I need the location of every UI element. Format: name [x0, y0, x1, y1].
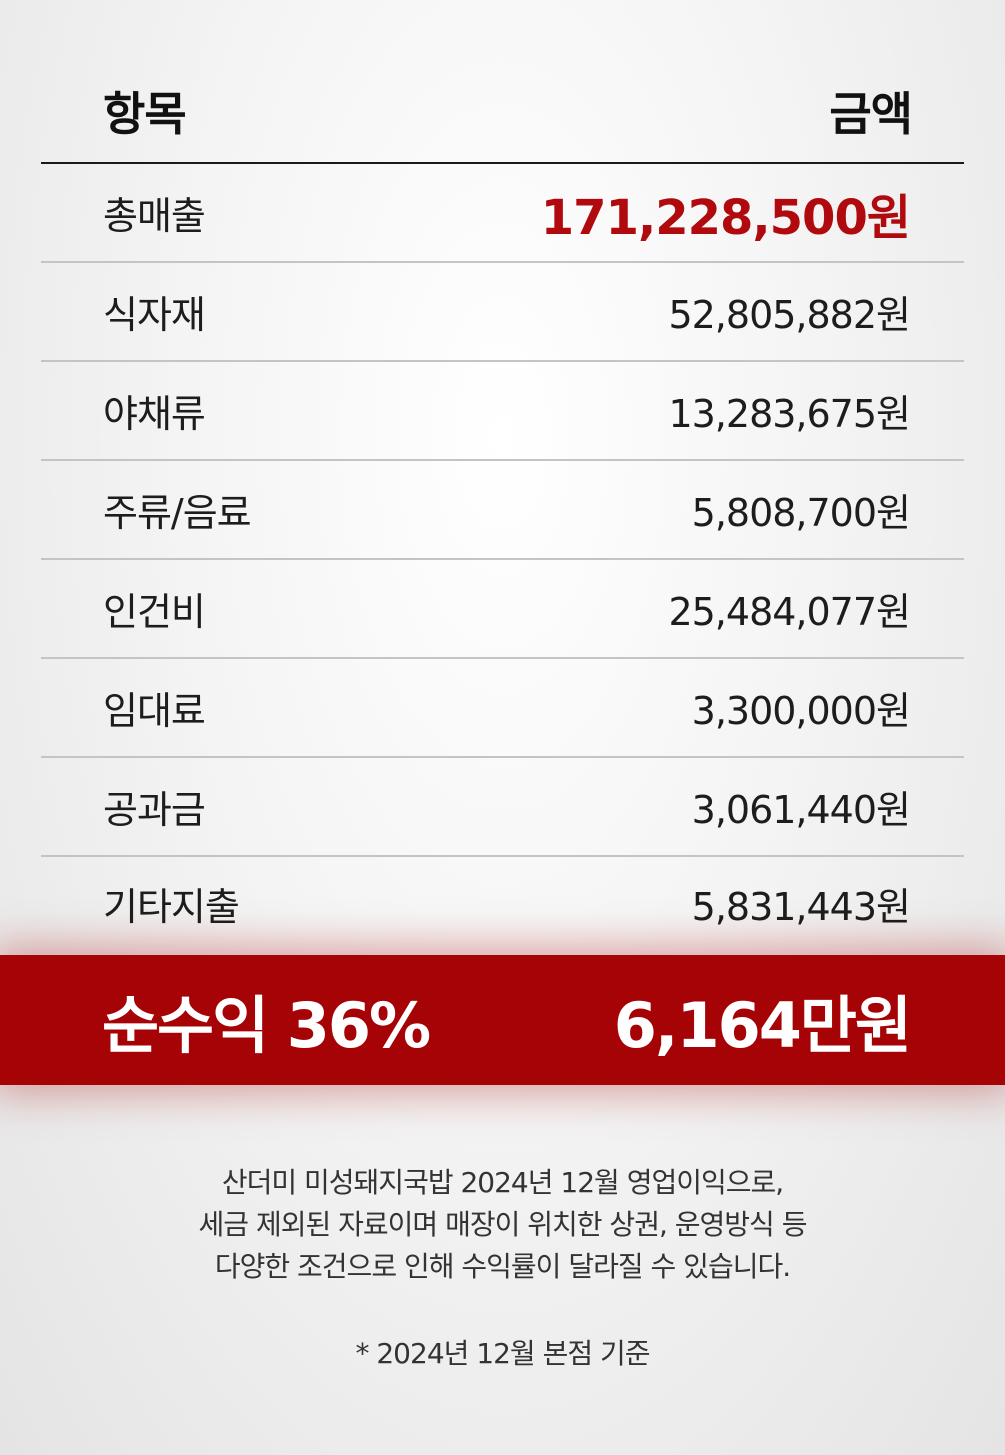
row-label: 인건비	[103, 590, 206, 634]
row-amount: 3,300,000원	[691, 689, 911, 733]
header-item: 항목	[103, 87, 187, 141]
row-label: 기타지출	[103, 884, 240, 929]
row-amount: 25,484,077원	[668, 590, 911, 634]
note-line: 다양한 조건으로 인해 수익률이 달라질 수 있습니다.	[214, 1250, 791, 1283]
table-header: 항목 금액	[41, 60, 964, 164]
table-row: 야채류 13,283,675원	[41, 362, 964, 461]
table-row: 식자재 52,805,882원	[41, 263, 964, 362]
row-amount: 3,061,440원	[691, 788, 911, 832]
table-row: 임대료 3,300,000원	[41, 659, 964, 758]
note-line: 세금 제외된 자료이며 매장이 위치한 상권, 운영방식 등	[198, 1208, 808, 1241]
net-profit-banner: 순수익 36% 6,164만원	[0, 955, 1005, 1085]
header-amount: 금액	[829, 87, 913, 141]
row-amount: 13,283,675원	[668, 392, 911, 436]
table-row: 공과금 3,061,440원	[41, 758, 964, 857]
net-profit-label: 순수익 36%	[102, 989, 431, 1062]
row-label: 공과금	[103, 788, 206, 832]
note-line: 산더미 미성돼지국밥 2024년 12월 영업이익으로,	[221, 1166, 784, 1199]
row-label: 임대료	[103, 689, 206, 733]
disclaimer-note: 산더미 미성돼지국밥 2024년 12월 영업이익으로, 세금 제외된 자료이며…	[0, 1162, 1005, 1288]
row-amount: 5,831,443원	[691, 884, 911, 929]
row-label: 총매출	[103, 194, 206, 238]
row-label: 야채류	[103, 392, 206, 436]
table-row-total-sales: 총매출 171,228,500원	[41, 164, 964, 263]
profit-table: 항목 금액 총매출 171,228,500원 식자재 52,805,882원 야…	[41, 60, 964, 949]
basis-note: * 2024년 12월 본점 기준	[355, 1337, 650, 1370]
row-label: 주류/음료	[103, 491, 252, 535]
table-row: 인건비 25,484,077원	[41, 560, 964, 659]
row-amount: 52,805,882원	[668, 293, 911, 337]
net-profit-amount: 6,164만원	[613, 989, 912, 1062]
table-row: 기타지출 5,831,443원	[41, 857, 964, 949]
row-amount: 5,808,700원	[691, 491, 911, 535]
row-label: 식자재	[103, 293, 206, 337]
table-row: 주류/음료 5,808,700원	[41, 461, 964, 560]
row-amount: 171,228,500원	[540, 189, 911, 246]
